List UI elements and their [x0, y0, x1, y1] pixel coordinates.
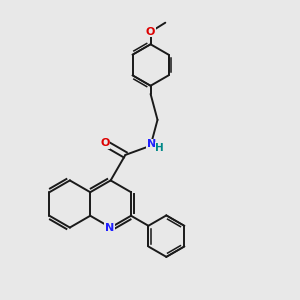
- Text: N: N: [147, 140, 156, 149]
- Text: N: N: [105, 223, 114, 232]
- Text: H: H: [155, 143, 164, 153]
- Text: O: O: [146, 26, 155, 37]
- Text: O: O: [100, 138, 110, 148]
